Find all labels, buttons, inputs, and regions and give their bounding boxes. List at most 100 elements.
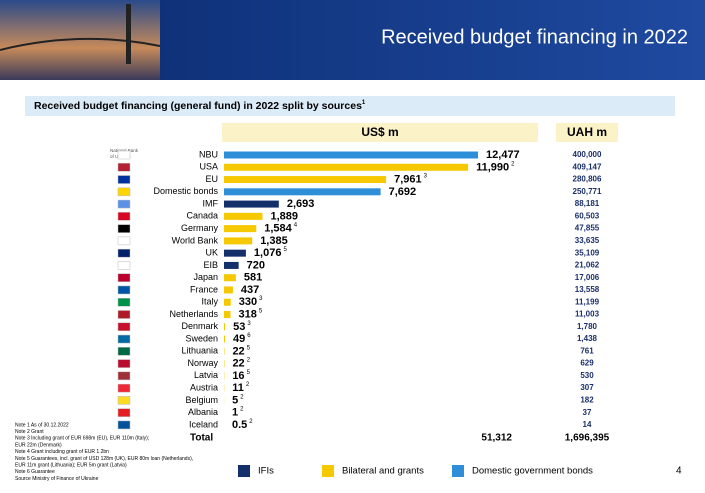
value-label-text: 7,692	[389, 186, 417, 198]
category-label: World Bank	[172, 235, 219, 245]
value-label: 16 5	[232, 369, 250, 381]
category-label: Iceland	[189, 419, 218, 429]
value-label-text: 1,584	[264, 223, 292, 235]
uah-value: 33,635	[575, 236, 600, 245]
bridge-pylon	[126, 4, 131, 64]
uah-value: 14	[583, 420, 592, 429]
value-label: 2,693	[287, 198, 315, 210]
value-label: 11,990 2	[476, 161, 515, 173]
flag	[117, 175, 131, 184]
flag	[117, 310, 131, 319]
uah-header: UAH m	[567, 125, 607, 139]
category-label: Latvia	[194, 370, 218, 380]
value-note: 5	[283, 247, 287, 253]
uah-value: 88,181	[575, 199, 600, 208]
flag	[117, 224, 131, 233]
value-label-text: 318	[238, 308, 256, 320]
value-label: 11 2	[232, 382, 250, 394]
legend-label: Domestic government bonds	[472, 466, 593, 477]
value-label-text: 12,477	[486, 149, 520, 161]
bar	[224, 212, 263, 220]
flag	[117, 163, 131, 172]
category-label: EIB	[203, 260, 218, 270]
value-label-text: 16	[232, 370, 244, 382]
value-label-text: 53	[233, 321, 245, 333]
flag	[117, 408, 131, 417]
uah-value: 21,062	[575, 261, 600, 270]
flag	[117, 420, 131, 430]
value-label: 1,889	[270, 210, 298, 222]
note: Note 3 Including grant of EUR 698m (EU),…	[15, 436, 149, 442]
page-number: 4	[676, 466, 682, 477]
bar	[224, 298, 231, 306]
flag	[117, 236, 131, 246]
uah-value: 250,771	[573, 187, 602, 196]
note: Source Ministry of Finance of Ukraine	[15, 476, 99, 482]
total-uah: 1,696,395	[565, 433, 610, 444]
value-label-text: 22	[232, 357, 244, 369]
bar	[224, 163, 469, 171]
uah-header-box	[556, 123, 618, 142]
bar	[224, 261, 239, 269]
value-label-text: 437	[241, 284, 259, 296]
title: Received budget financing in 2022	[381, 26, 688, 48]
flag	[117, 371, 131, 381]
uah-value: 530	[580, 371, 594, 380]
subtitle-text: Received budget financing (general fund)…	[34, 100, 362, 112]
total-usd: 51,312	[481, 433, 512, 444]
flag	[117, 359, 131, 368]
category-label: Japan	[193, 272, 218, 282]
flag	[117, 212, 131, 221]
category-label: Austria	[190, 383, 218, 393]
note: Note 2 Grant	[15, 429, 44, 435]
usd-header: US$ m	[361, 125, 398, 139]
uah-value: 11,003	[575, 310, 600, 319]
category-label: Lithuania	[181, 346, 218, 356]
uah-value: 761	[580, 346, 594, 355]
value-label: 7,692	[389, 186, 417, 198]
flag	[117, 297, 131, 307]
flag	[117, 261, 131, 270]
uah-value: 1,438	[577, 334, 598, 343]
bar	[224, 151, 479, 159]
flag	[117, 383, 131, 393]
legend-label: IFIs	[258, 466, 274, 477]
note: Note 5 Guarantees, incl. grant of USD 12…	[15, 456, 193, 462]
value-note: 2	[249, 419, 253, 425]
value-label: 1,076 5	[254, 247, 288, 259]
uah-value: 47,855	[575, 224, 600, 233]
note: Note 4 Grant including grant of EUR 1.2b…	[15, 449, 109, 455]
category-label: Domestic bonds	[153, 186, 218, 196]
bar	[224, 249, 246, 257]
flag	[117, 199, 131, 209]
value-note: 2	[511, 161, 515, 167]
uah-value: 11,199	[575, 297, 600, 306]
value-label-text: 0.5	[232, 419, 247, 431]
category-label: Albania	[188, 407, 218, 417]
value-label: 22 2	[232, 357, 250, 369]
value-note: 5	[247, 345, 251, 351]
category-label: Sweden	[185, 333, 218, 343]
value-label-text: 1	[232, 407, 238, 419]
value-note: 2	[247, 357, 251, 363]
uah-value: 409,147	[573, 162, 602, 171]
bar	[224, 274, 236, 282]
value-note: 2	[240, 394, 244, 400]
uah-value: 307	[580, 383, 594, 392]
category-label: IMF	[203, 198, 219, 208]
flag	[117, 396, 131, 405]
value-label: 1,385	[260, 235, 288, 247]
subtitle: Received budget financing (general fund)…	[34, 100, 366, 112]
note: Note 1 As of 30.12.2022	[15, 422, 69, 428]
logo-text: National Bank	[110, 148, 139, 153]
value-label-text: 49	[233, 333, 245, 345]
category-label: Germany	[181, 223, 219, 233]
flag	[117, 248, 131, 258]
value-label-text: 2,693	[287, 198, 315, 210]
value-label-text: 22	[232, 345, 244, 357]
uah-value: 35,109	[575, 248, 600, 257]
value-label: 437	[241, 284, 259, 296]
flag	[117, 150, 131, 160]
value-label: 7,961 3	[394, 173, 428, 185]
